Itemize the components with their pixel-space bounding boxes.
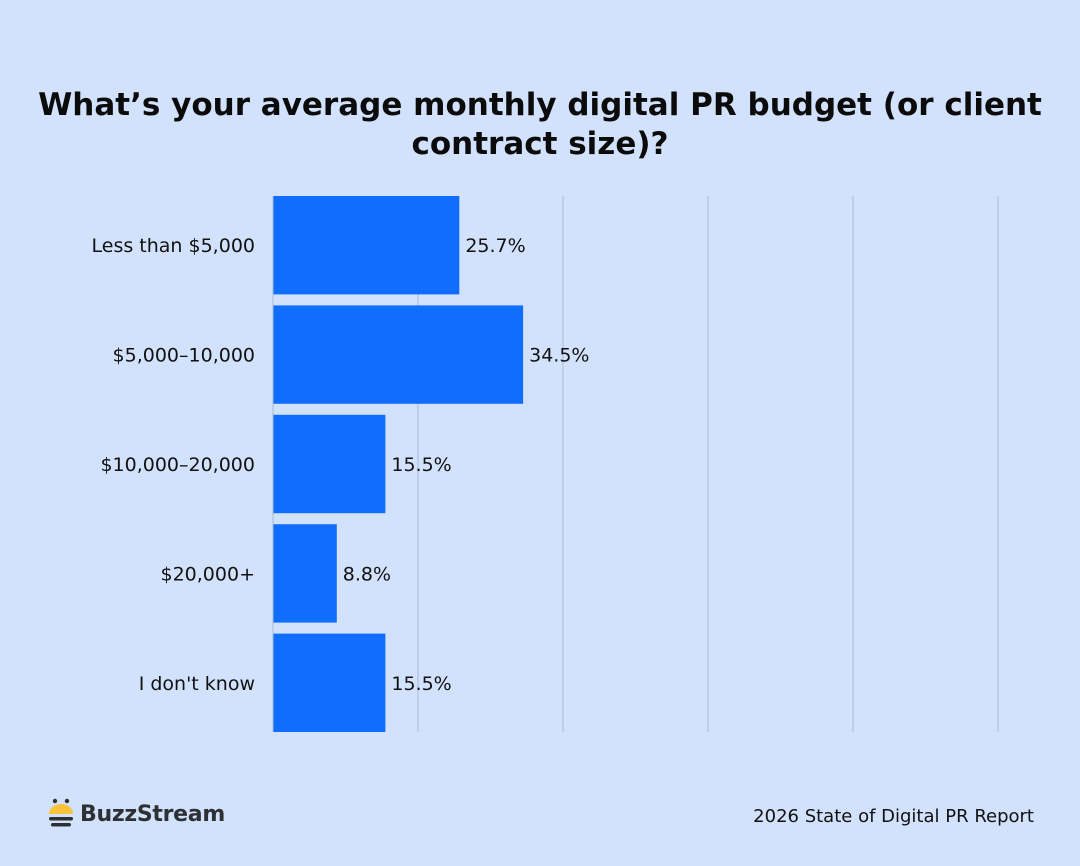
- brand-logo: BuzzStream: [48, 798, 225, 830]
- category-label: $20,000+: [161, 563, 256, 585]
- value-label: 25.7%: [465, 235, 525, 257]
- brand-name: BuzzStream: [80, 801, 225, 827]
- category-label: Less than $5,000: [92, 235, 255, 257]
- category-label: $5,000–10,000: [113, 345, 255, 367]
- bee-icon: [49, 798, 73, 827]
- value-label: 34.5%: [529, 345, 589, 367]
- bar: [273, 305, 524, 404]
- bar: [273, 414, 386, 514]
- bar: [273, 524, 337, 623]
- value-label: 15.5%: [391, 454, 451, 476]
- value-label: 15.5%: [391, 673, 451, 695]
- value-label: 8.8%: [343, 563, 391, 585]
- bar: [273, 196, 460, 295]
- category-label: I don't know: [139, 673, 255, 695]
- source-note: 2026 State of Digital PR Report: [753, 806, 1034, 827]
- category-label: $10,000–20,000: [100, 454, 255, 476]
- chart-title: What’s your average monthly digital PR b…: [38, 87, 1042, 162]
- bar: [273, 633, 386, 732]
